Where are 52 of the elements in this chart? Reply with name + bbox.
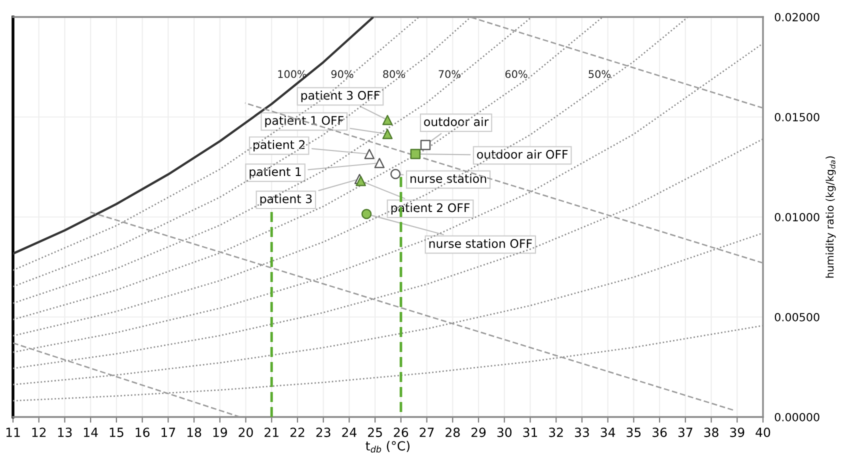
x-tick-label: 33 [574, 428, 589, 438]
x-tick-label: 32 [549, 428, 563, 438]
y-axis-title: humidity ratio (kg/kg$_{da}$) [826, 156, 836, 278]
x-tick-label: 23 [316, 428, 330, 438]
x-tick-label: 21 [264, 428, 278, 437]
x-tick-label: 11 [6, 428, 20, 437]
x-tick-label: 30 [497, 428, 512, 438]
text: outdoor air OFF [477, 150, 568, 159]
annotation: 90% [331, 70, 354, 78]
x-tick-label: 35 [626, 428, 641, 438]
annotation: 80% [383, 70, 405, 78]
annotation: 50% [588, 70, 610, 78]
annotation: 60% [505, 70, 528, 78]
x-tick-label: 24 [342, 428, 356, 437]
y-tick-label: 0.00500 [774, 312, 820, 322]
annotation: 70% [438, 70, 460, 78]
x-tick-label: 27 [420, 428, 434, 437]
x-tick-label: 18 [187, 428, 202, 438]
series-label: patient 3 OFF [301, 90, 380, 102]
x-tick-label: 37 [678, 428, 692, 438]
x-tick-label: 40 [756, 428, 770, 438]
x-tick-label: 29 [471, 428, 486, 438]
series-label: outdoor air [424, 117, 489, 126]
x-tick-label: 19 [213, 428, 227, 438]
x-axis-title: t$_{db}$ (°C) [366, 440, 410, 453]
text: patient 3 [260, 194, 312, 206]
x-tick-label: 34 [600, 428, 616, 438]
series-label: nurse station [410, 174, 486, 183]
x-tick-label: 28 [446, 428, 460, 438]
text: patient 2 [254, 140, 305, 152]
text: patient 1 [250, 167, 301, 178]
x-tick-label: 22 [290, 428, 304, 437]
x-tick-label: 25 [368, 428, 382, 438]
x-tick-label: 36 [652, 428, 667, 438]
annotation: 100% [278, 70, 306, 78]
x-tick-label: 15 [110, 428, 124, 438]
x-tick-label: 14 [84, 428, 98, 437]
x-tick-label: 16 [136, 428, 150, 438]
x-tick-label: 20 [238, 428, 253, 438]
x-tick-label: 13 [58, 428, 72, 438]
x-tick-label: 26 [394, 428, 408, 438]
text: patient 2 OFF [391, 203, 470, 214]
text: nurse station OFF [429, 238, 532, 248]
x-tick-label: 39 [730, 428, 744, 438]
x-tick-label: 12 [32, 428, 46, 437]
x-tick-label: 38 [704, 428, 718, 438]
x-tick-label: 17 [162, 428, 176, 437]
y-tick-label: 0.00000 [774, 412, 820, 422]
y-tick-label: 0.02000 [774, 12, 820, 22]
x-tick-label: 31 [523, 428, 538, 438]
y-tick-label: 0.01000 [774, 212, 820, 222]
y-tick-label: 0.01500 [774, 112, 820, 122]
